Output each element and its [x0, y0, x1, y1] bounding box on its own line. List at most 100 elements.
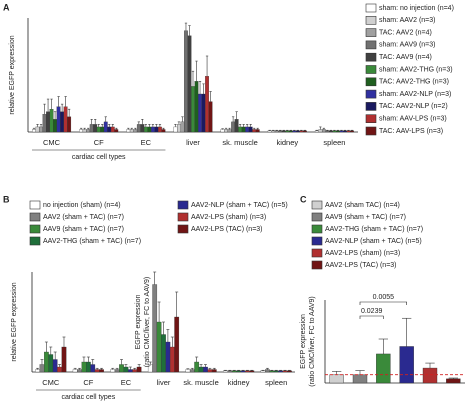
bar — [224, 129, 228, 133]
bar — [158, 126, 162, 133]
bar — [231, 370, 237, 373]
panel-label: C — [300, 194, 307, 204]
bar — [203, 366, 208, 373]
legend-swatch — [365, 40, 377, 50]
bar — [174, 316, 180, 373]
bar — [346, 130, 351, 133]
annotation: (ratio CMC/liver, FC to AAV9) — [144, 277, 151, 368]
x-tick-label: EC — [141, 138, 152, 147]
legend-label: AAV9 (sham + TAC) (n=7) — [325, 214, 406, 221]
x-axis-label: cardiac cell types — [62, 394, 116, 401]
bar — [184, 30, 188, 133]
legend-swatch — [365, 77, 377, 87]
bar — [90, 364, 96, 373]
bar — [332, 130, 337, 133]
bar — [67, 116, 72, 133]
bar — [44, 351, 49, 373]
bar — [86, 129, 91, 133]
bar — [207, 369, 213, 373]
bar — [46, 111, 50, 133]
bar — [143, 126, 148, 133]
bar — [248, 126, 253, 133]
annotation: EGFP expression — [135, 295, 142, 350]
bar — [107, 126, 112, 133]
legend-label: sham: AAV9 (n=3) — [379, 42, 435, 49]
bar — [399, 346, 414, 384]
legend-swatch — [29, 200, 41, 210]
bar — [161, 129, 166, 133]
x-tick-label: sk. muscle — [183, 378, 218, 387]
bar — [82, 129, 87, 133]
legend-swatch — [365, 89, 377, 99]
bar — [154, 126, 159, 133]
bar — [299, 130, 304, 133]
legend-label: AAV2-THG (sham + TAC) (n=7) — [325, 226, 423, 233]
bar — [123, 366, 129, 373]
legend-label: sham: no injection (n=4) — [379, 5, 454, 12]
bar — [227, 370, 233, 373]
bar — [236, 370, 241, 373]
bar — [114, 129, 119, 133]
x-tick-label: CMC — [42, 378, 60, 387]
y-axis-label: EGFP expression — [300, 314, 307, 369]
bar — [72, 369, 78, 373]
legend-swatch — [311, 248, 323, 258]
bar — [278, 130, 283, 133]
bar — [32, 129, 36, 133]
bar — [169, 346, 175, 373]
p-value: 0.0239 — [361, 308, 383, 315]
bar — [422, 367, 438, 384]
bar — [252, 129, 257, 133]
bar — [223, 370, 228, 373]
x-tick-label: kidney — [228, 378, 250, 387]
legend-label: sham: AAV2-NLP (n=3) — [379, 91, 451, 98]
x-tick-label: spleen — [323, 138, 345, 147]
x-axis-label: cardiac cell types — [72, 154, 126, 161]
bar — [152, 284, 158, 373]
significance-bracket — [359, 315, 384, 319]
legend-label: TAC: AAV-LPS (n=3) — [379, 128, 443, 135]
legend-label: AAV2-NLP (sham + TAC) (n=5) — [191, 202, 288, 209]
bar — [227, 129, 232, 133]
panel-label: B — [3, 194, 10, 204]
bar — [180, 121, 185, 133]
bar — [110, 369, 116, 373]
bar — [314, 130, 319, 133]
legend-label: sham: AAV2-THG (n=3) — [379, 66, 453, 73]
bar — [79, 129, 84, 133]
bar — [49, 109, 54, 133]
x-tick-label: CF — [83, 378, 93, 387]
bar — [325, 130, 330, 133]
bar — [265, 369, 270, 373]
bar — [60, 111, 65, 133]
bar — [147, 126, 152, 133]
y-axis-label: (ratio CMC/liver, FC to AAV9) — [309, 296, 316, 387]
legend-swatch — [311, 224, 323, 234]
legend-label: TAC: AAV9 (n=4) — [379, 54, 432, 61]
bar — [39, 126, 43, 133]
bar — [260, 370, 266, 373]
legend-swatch — [365, 15, 377, 25]
legend-swatch — [365, 114, 377, 123]
bar — [238, 126, 243, 133]
x-tick-label: liver — [186, 138, 200, 147]
bar — [114, 369, 120, 373]
bar — [53, 119, 57, 133]
bar — [61, 346, 67, 373]
bar — [446, 378, 461, 384]
bar — [156, 321, 162, 373]
bar — [201, 93, 206, 133]
bar — [285, 130, 290, 133]
bar — [165, 341, 171, 373]
legend-label: AAV2 (sham TAC) (n=4) — [325, 202, 400, 209]
legend-swatch — [177, 200, 189, 210]
legend-label: TAC: AAV2-THG (n=3) — [379, 79, 449, 86]
legend-label: AAV2-LPS (sham) (n=3) — [325, 250, 400, 257]
legend-label: AAV2-LPS (TAC) (n=3) — [325, 262, 397, 269]
legend-swatch — [365, 3, 377, 13]
x-tick-label: spleen — [265, 378, 287, 387]
bar — [189, 369, 195, 373]
y-axis-label: relative EGFP expression — [9, 35, 16, 114]
bar — [282, 370, 288, 373]
bar — [150, 126, 155, 133]
